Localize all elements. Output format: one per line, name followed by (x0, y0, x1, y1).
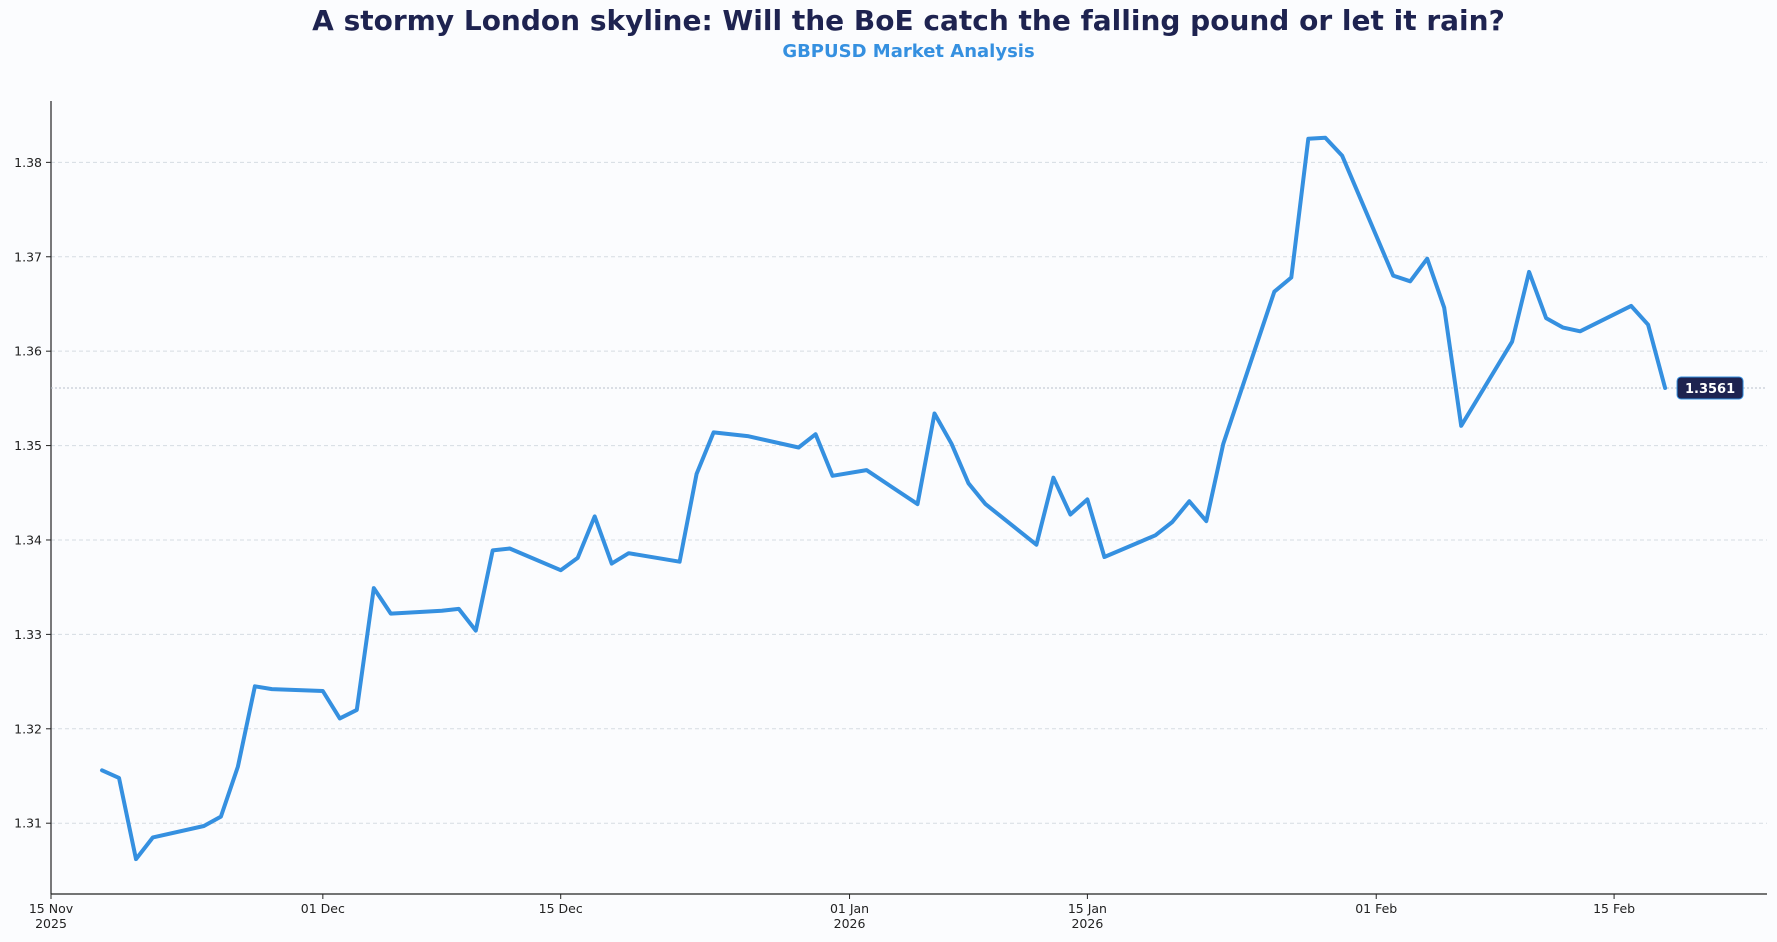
series-line (100, 135, 1668, 862)
last-value-badge: 1.3561 (1676, 376, 1744, 400)
y-tick-label: 1.31 (14, 816, 42, 831)
chart-title: A stormy London skyline: Will the BoE ca… (312, 4, 1505, 37)
y-tick-label: 1.37 (14, 249, 42, 264)
chart-subtitle: GBPUSD Market Analysis (782, 41, 1035, 62)
x-tick-label: 15 Dec (539, 901, 583, 916)
x-tick-year-label: 2025 (35, 916, 67, 931)
x-tick-year-label: 2026 (1071, 916, 1103, 931)
x-tick-label: 01 Feb (1355, 901, 1397, 916)
y-tick-label: 1.33 (14, 627, 42, 642)
x-tick-year-label: 2026 (834, 916, 866, 931)
x-tick-label: 15 Nov (29, 901, 74, 916)
last-value-badge-bg (1676, 376, 1744, 400)
last-value-label: 1.3561 (1685, 382, 1735, 397)
y-tick-label: 1.38 (14, 155, 42, 170)
x-tick-label: 01 Dec (301, 901, 345, 916)
x-tick-label: 15 Jan (1068, 901, 1107, 916)
y-tick-label: 1.32 (14, 721, 42, 736)
x-tick-label: 15 Feb (1593, 901, 1635, 916)
x-tick-label: 01 Jan (830, 901, 869, 916)
y-tick-label: 1.34 (14, 532, 42, 547)
y-tick-label: 1.35 (14, 438, 42, 453)
y-tick-label: 1.36 (14, 344, 42, 359)
